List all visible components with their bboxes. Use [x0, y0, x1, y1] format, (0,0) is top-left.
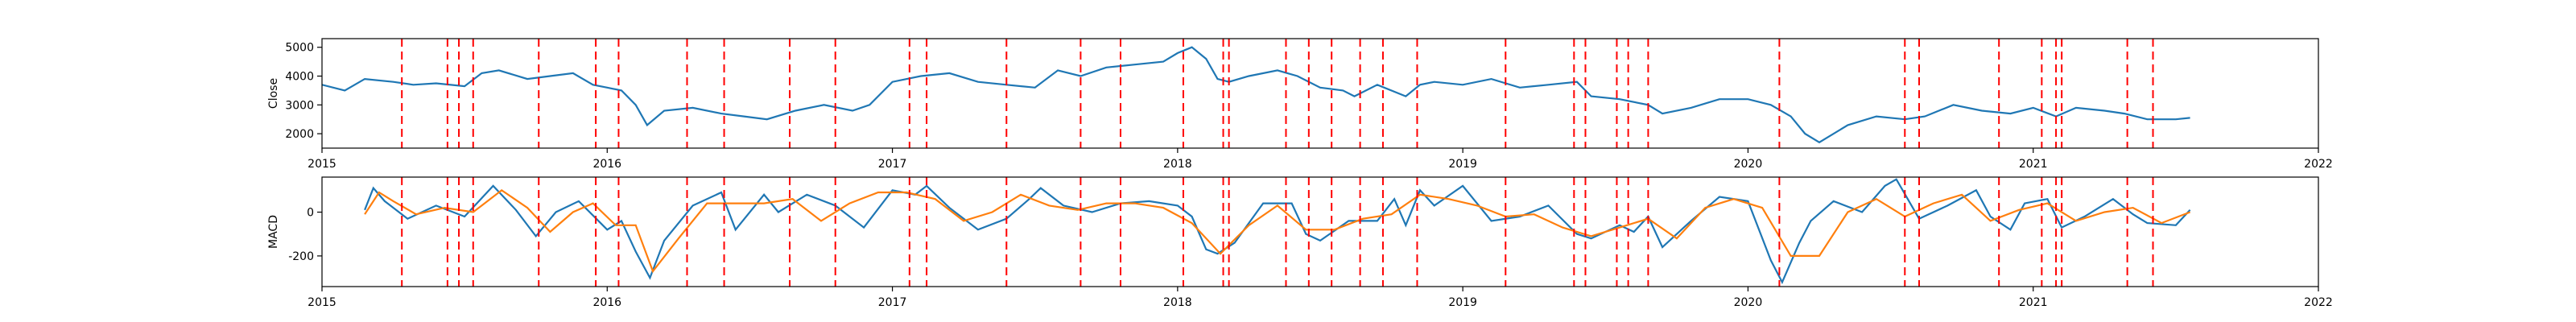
x-tick-label: 2015	[308, 158, 336, 171]
x-tick-label: 2020	[1734, 158, 1763, 171]
x-tick-label: 2019	[1448, 158, 1477, 171]
x-tick-label: 2019	[1448, 296, 1477, 309]
x-tick-label: 2017	[878, 158, 907, 171]
y-axis-label: Close	[267, 78, 280, 109]
x-tick-label: 2021	[2019, 296, 2048, 309]
x-tick-label: 2020	[1734, 296, 1763, 309]
macd-panel: -200 0 2015 2016 2017 2018 2019 2020 2021 2022 MAC…	[267, 176, 2333, 309]
x-tick-label: 2017	[878, 296, 907, 309]
x-tick-label: 2022	[2304, 296, 2333, 309]
x-tick-label: 2015	[308, 296, 336, 309]
x-tick-label: 2016	[592, 296, 621, 309]
y-tick-label: -200	[288, 250, 314, 263]
x-tick-label: 2022	[2304, 158, 2333, 171]
plot-frame	[321, 176, 2319, 287]
plot-frame	[321, 38, 2319, 149]
x-tick-label: 2021	[2019, 158, 2048, 171]
x-tick-label: 2018	[1163, 158, 1192, 171]
y-tick-label: 3000	[285, 99, 314, 112]
x-tick-label: 2018	[1163, 296, 1192, 309]
y-tick-label: 0	[307, 207, 314, 220]
y-tick-label: 2000	[285, 128, 314, 141]
series-line-1	[364, 188, 2190, 274]
x-tick-label: 2016	[592, 158, 621, 171]
y-tick-label: 4000	[285, 71, 314, 84]
y-tick-label: 5000	[285, 42, 314, 55]
close-panel: 2000 3000 4000 5000 2015 2016 2017 2018 2019 2020…	[267, 38, 2333, 171]
y-axis-label: MACD	[267, 215, 280, 249]
